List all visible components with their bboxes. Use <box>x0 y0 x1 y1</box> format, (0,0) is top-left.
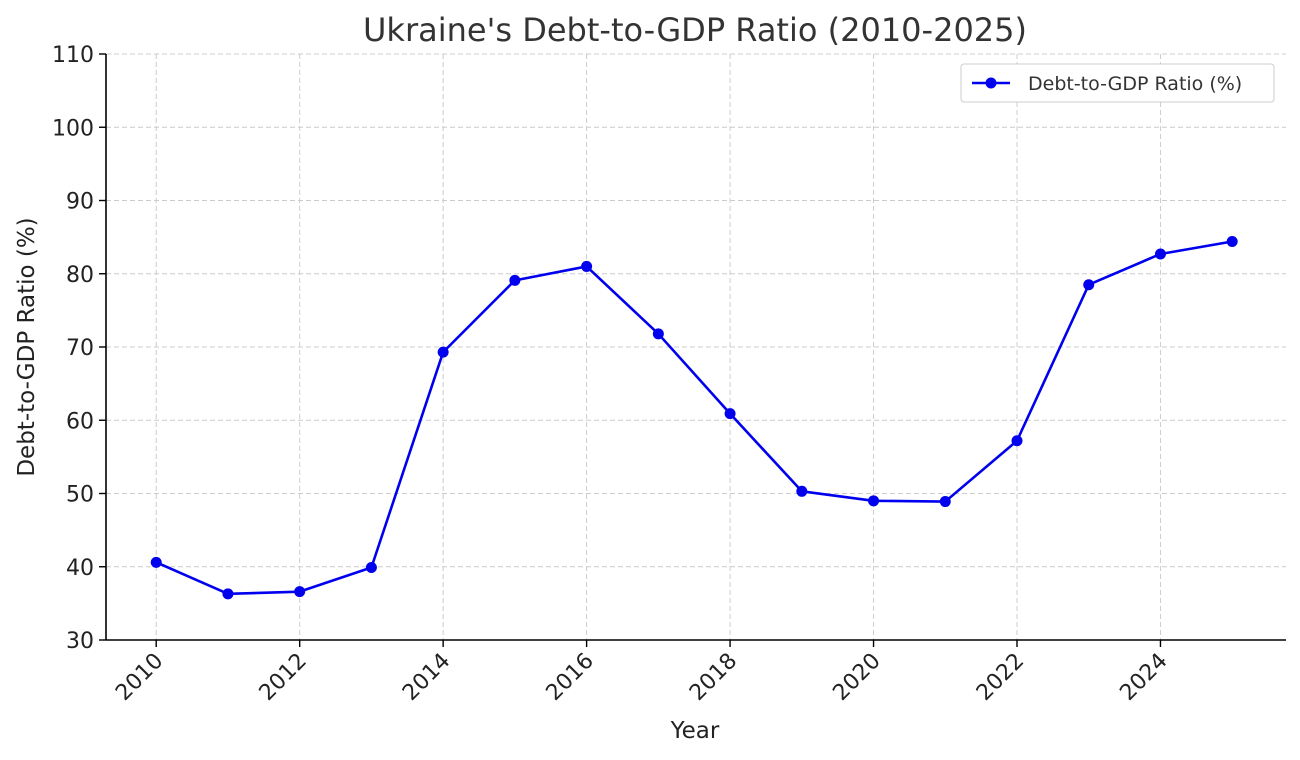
data-point <box>1011 435 1023 447</box>
y-tick-label: 90 <box>66 190 94 215</box>
y-tick-label: 60 <box>66 409 94 434</box>
x-tick-label: 2012 <box>255 649 312 706</box>
data-point <box>652 328 664 340</box>
y-axis-label: Debt-to-GDP Ratio (%) <box>14 217 40 476</box>
chart-title: Ukraine's Debt-to-GDP Ratio (2010-2025) <box>363 11 1027 49</box>
data-point <box>150 556 162 568</box>
x-tick-label: 2022 <box>972 649 1029 706</box>
data-point <box>509 274 521 286</box>
y-tick-label: 70 <box>66 336 94 361</box>
y-tick-label: 110 <box>52 43 94 68</box>
y-tick-label: 40 <box>66 556 94 581</box>
data-point <box>796 485 808 497</box>
data-point <box>365 561 377 573</box>
y-ticks: 30 40 50 60 70 80 90 100 110 <box>52 43 106 654</box>
x-tick-label: 2010 <box>111 649 168 706</box>
x-ticks: 2010 2012 2014 2016 2018 2020 2022 2024 <box>111 640 1173 706</box>
data-point <box>1226 236 1238 248</box>
x-axis-label: Year <box>670 718 720 744</box>
y-tick-label: 30 <box>66 629 94 654</box>
series <box>150 236 1238 600</box>
legend-label: Debt-to-GDP Ratio (%) <box>1028 73 1242 95</box>
x-tick-label: 2024 <box>1115 649 1172 706</box>
y-tick-label: 100 <box>52 116 94 141</box>
x-tick-label: 2014 <box>398 649 455 706</box>
data-point <box>1154 248 1166 260</box>
legend: Debt-to-GDP Ratio (%) <box>960 63 1275 103</box>
data-point <box>724 408 736 420</box>
y-tick-label: 80 <box>66 263 94 288</box>
legend-box <box>960 63 1275 103</box>
data-point <box>437 346 449 358</box>
data-point <box>939 496 951 508</box>
data-point <box>1083 279 1095 291</box>
series-line <box>155 240 1233 596</box>
x-tick-label: 2020 <box>829 649 886 706</box>
data-point <box>294 586 306 598</box>
legend-marker-swatch <box>985 77 997 89</box>
grid <box>106 53 1286 641</box>
data-point <box>581 260 593 272</box>
data-point <box>222 588 234 600</box>
x-tick-label: 2018 <box>685 649 742 706</box>
x-tick-label: 2016 <box>542 649 599 706</box>
y-tick-label: 50 <box>66 483 94 508</box>
data-point <box>868 495 880 507</box>
